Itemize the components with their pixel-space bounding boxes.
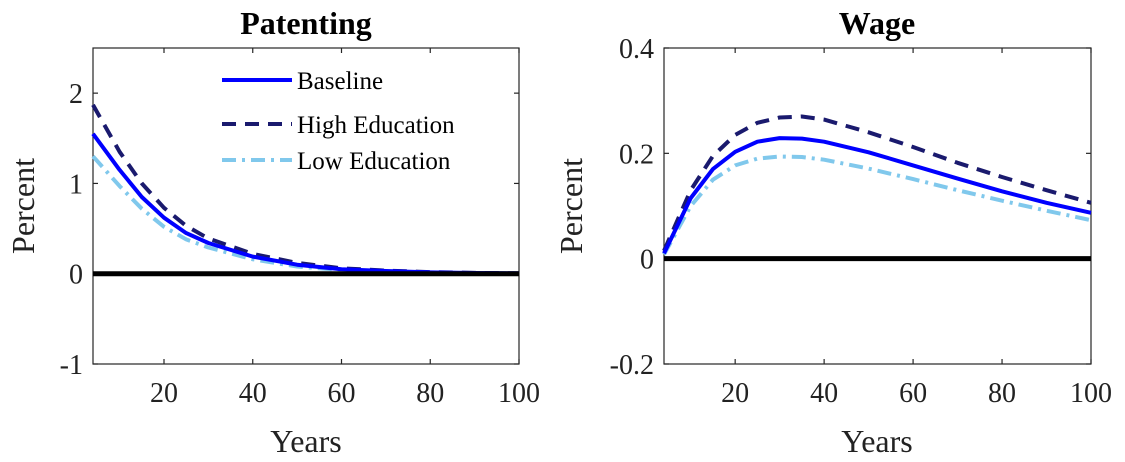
patenting-y-label: Percent [5,158,41,254]
patenting-plot-frame [92,47,520,365]
patenting-x-tick-label: 60 [328,378,356,409]
wage-x-tick-label: 100 [1070,378,1112,409]
wage-line-high-education [662,114,1092,252]
legend: Baseline High Education Low Education [222,68,455,175]
patenting-y-tick-label: -1 [60,350,83,381]
patenting-x-tick-label: 80 [416,378,444,409]
patenting-y-ticks: -1 0 1 2 [60,79,519,381]
patenting-x-tick-label: 20 [150,378,178,409]
wage-line-baseline [662,136,1092,255]
wage-series [662,114,1092,262]
wage-y-label: Percent [553,158,589,254]
patenting-title: Patenting [240,5,372,41]
wage-y-tick-label: 0 [640,245,654,276]
patenting-y-tick-label: 0 [69,260,83,291]
wage-y-tick-label: 0.2 [619,139,654,170]
patenting-x-tick-label: 40 [239,378,267,409]
wage-y-tick-label: 0.4 [619,34,654,65]
wage-x-tick-label: 20 [721,378,749,409]
patenting-line-low-education [91,154,520,276]
wage-title: Wage [839,5,915,41]
legend-label-baseline: Baseline [297,68,383,95]
legend-label-high-education: High Education [297,112,455,139]
wage-panel: Wage Years Percent 20 40 60 80 100 -0.2 0 0.2 0… [553,5,1112,459]
patenting-y-tick-label: 1 [69,169,83,200]
wage-plot-frame [663,47,1092,365]
patenting-line-high-education [91,103,520,276]
wage-y-ticks: -0.2 0 0.2 0.4 [610,34,1091,381]
patenting-series [91,103,520,277]
wage-x-tick-label: 60 [899,378,927,409]
patenting-x-tick-label: 100 [498,378,540,409]
wage-line-low-education [662,154,1092,256]
patenting-panel: Patenting Years Percent 20 40 60 80 100 -1 0 1… [5,5,540,459]
wage-x-label: Years [841,423,912,459]
legend-label-low-education: Low Education [297,148,451,175]
wage-y-tick-label: -0.2 [610,350,654,381]
patenting-y-tick-label: 2 [69,79,83,110]
wage-x-ticks: 20 40 60 80 100 [721,48,1112,409]
patenting-x-ticks: 20 40 60 80 100 [150,48,540,409]
patenting-x-label: Years [270,423,341,459]
wage-x-tick-label: 80 [988,378,1016,409]
wage-x-tick-label: 40 [810,378,838,409]
